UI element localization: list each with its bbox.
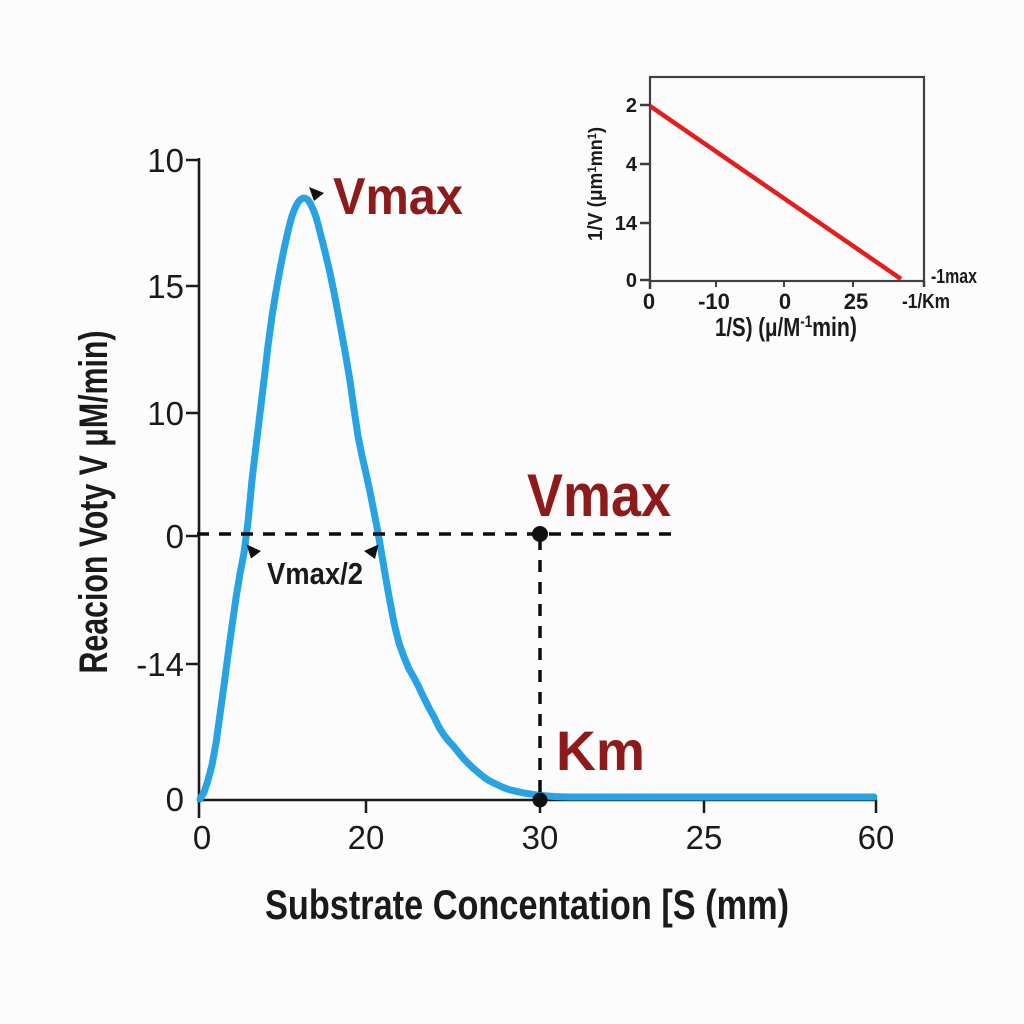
svg-text:0: 0 (626, 270, 637, 292)
svg-text:30: 30 (522, 819, 559, 856)
svg-text:25: 25 (686, 819, 723, 856)
svg-text:0: 0 (166, 518, 184, 555)
svg-text:10: 10 (147, 142, 184, 179)
svg-text:0: 0 (166, 781, 184, 818)
svg-text:Vmax/2: Vmax/2 (267, 556, 363, 591)
svg-text:Vmax: Vmax (527, 462, 671, 529)
svg-text:-1/Km: -1/Km (902, 291, 950, 313)
svg-text:0: 0 (643, 289, 655, 314)
svg-text:Reacion Voty V μM/min): Reacion Voty V μM/min) (72, 331, 116, 674)
svg-text:-1max: -1max (931, 266, 977, 288)
svg-text:1/S) (μ/M-1min): 1/S) (μ/M-1min) (715, 312, 857, 342)
svg-text:25: 25 (844, 289, 868, 314)
svg-text:10: 10 (147, 395, 184, 432)
svg-text:15: 15 (147, 268, 184, 305)
svg-text:4: 4 (626, 154, 638, 176)
svg-text:14: 14 (615, 213, 638, 235)
svg-text:0: 0 (193, 819, 211, 856)
svg-text:0: 0 (779, 289, 791, 314)
svg-text:20: 20 (348, 819, 385, 856)
svg-text:2: 2 (626, 95, 637, 117)
svg-text:1/V (μm1mn1): 1/V (μm1mn1) (585, 127, 607, 241)
svg-text:Vmax: Vmax (333, 168, 463, 226)
svg-text:-10: -10 (698, 289, 730, 314)
svg-text:Km: Km (556, 719, 645, 782)
svg-text:60: 60 (858, 819, 895, 856)
svg-text:Substrate Concentation [S (mm): Substrate Concentation [S (mm) (265, 881, 789, 928)
svg-text:-14: -14 (136, 646, 184, 683)
